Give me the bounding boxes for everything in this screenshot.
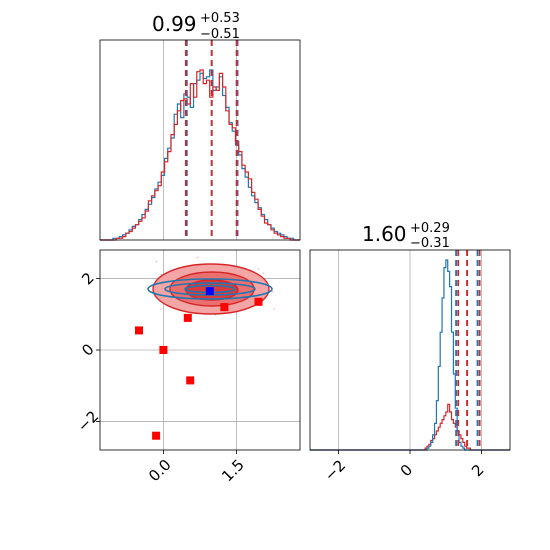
sample-dot [315,288,317,290]
hist1-red-series [100,69,300,241]
blue-marker-square [205,287,214,296]
sample-dot [277,277,279,280]
title-1-median: 0.99 [152,12,197,36]
title-2-minus: −0.31 [410,236,450,251]
hist1-blue-series [100,69,300,241]
hist1-series [100,69,300,241]
scatter-x-ticks: 0.0 1.5 [145,450,248,485]
hist1-quantile-lines [184,40,239,240]
red-marker-6 [152,431,161,440]
title-1-minus: −0.51 [200,27,240,42]
title-param-1: 0.99 +0.53 −0.51 [152,11,240,42]
red-marker-2 [183,313,192,322]
title-2-plus: +0.29 [410,221,450,236]
red-marker-5 [186,376,195,385]
red-marker-0 [135,326,143,335]
title-2-median: 1.60 [362,222,407,246]
sample-dot [257,268,260,270]
scatter-ytick-label-2: 2 [78,269,97,288]
sample-dot [271,290,274,293]
sample-dot [160,308,162,310]
sample-dot [196,256,199,259]
hist2-xtick-label-0: −2 [321,456,349,484]
hist2-xtick-label-1: 0 [397,461,416,480]
scatter-xtick-label-1: 1.5 [218,456,248,486]
hist2-x-ticks: −2 0 2 [321,450,488,485]
red-marker-1 [159,346,168,354]
scatter-ytick-label-1: 0 [78,340,97,359]
hist1-frame [99,39,301,241]
title-1-plus: +0.53 [200,11,240,26]
sample-dot [262,272,265,274]
histogram-param-1 [99,39,301,241]
scatter-y-ticks: −2 0 2 [74,269,102,436]
hist2-grid [338,250,482,450]
blue-marker [205,287,214,296]
red-markers [135,297,263,440]
red-marker-4 [254,297,263,306]
blue-contour-outer [147,278,273,300]
red-marker-3 [220,303,229,312]
hist2-quantile-lines [455,250,481,450]
histogram-param-2: −2 0 2 [309,249,511,485]
title-param-2: 1.60 +0.29 −0.31 [362,221,450,251]
sample-dot [273,308,275,310]
hist2-xtick-label-2: 2 [468,461,487,480]
scatter-panel: −2 0 2 0.0 1.5 [74,249,317,485]
sample-dot [155,260,158,263]
scatter-xtick-label-0: 0.0 [145,456,175,486]
scatter-ytick-label-0: −2 [74,407,102,435]
